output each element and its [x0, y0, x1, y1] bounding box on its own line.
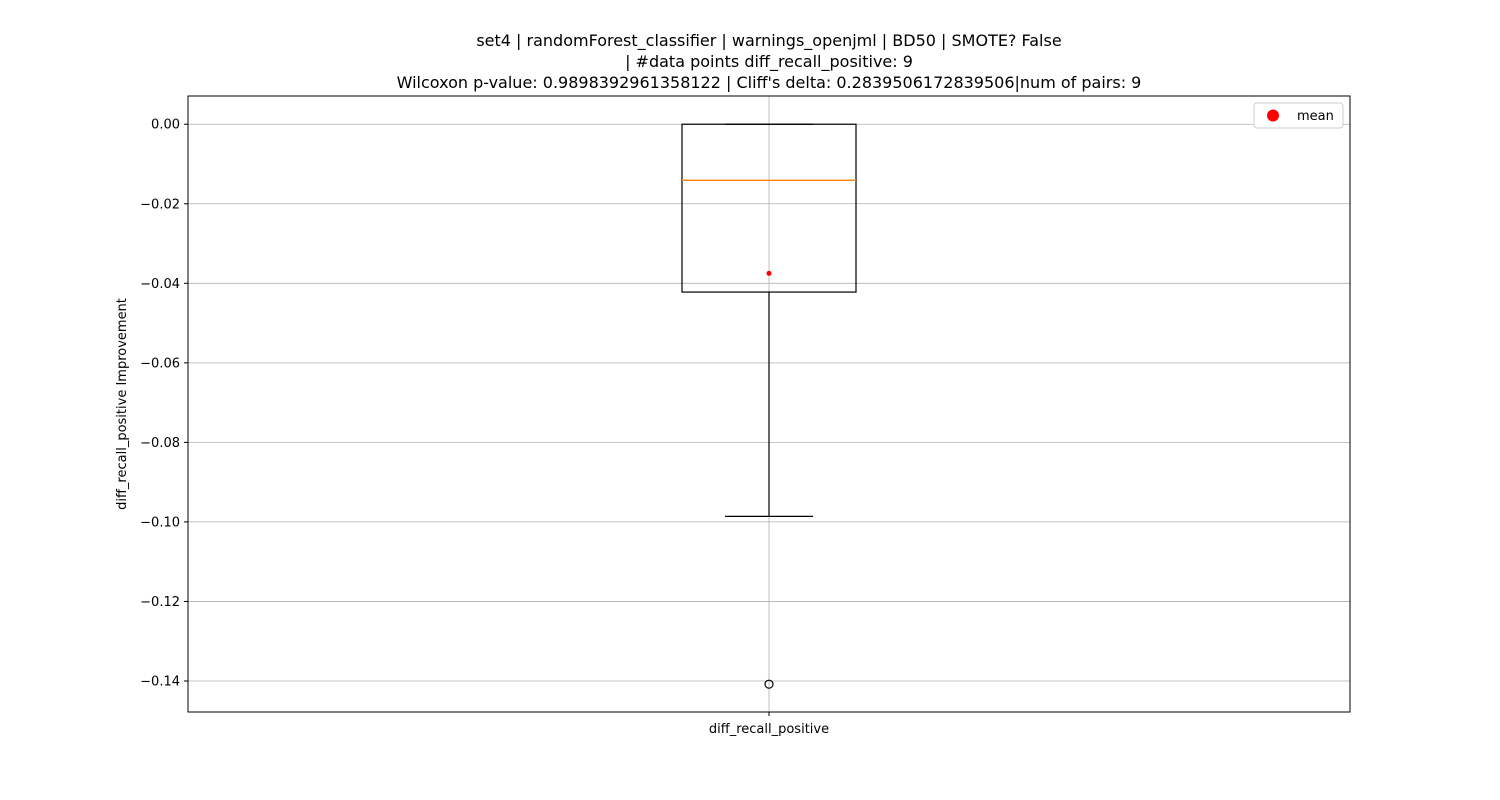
- y-tick-label-0: 0.00: [151, 118, 180, 133]
- y-tick-label-1: −0.02: [140, 197, 180, 212]
- title-line-3: Wilcoxon p-value: 0.9898392961358122 | C…: [397, 73, 1142, 92]
- y-tick-label-2: −0.04: [140, 277, 180, 292]
- title-line-1: set4 | randomForest_classifier | warning…: [476, 31, 1061, 51]
- y-tick-label-5: −0.10: [140, 515, 180, 530]
- legend-mean-label: mean: [1297, 109, 1334, 124]
- mean-point: [766, 270, 772, 276]
- y-axis-label: diff_recall_positive Improvement: [115, 298, 130, 510]
- chart-title: set4 | randomForest_classifier | warning…: [397, 31, 1142, 92]
- box-iqr: [681, 123, 857, 293]
- legend: mean: [1253, 102, 1344, 129]
- y-tick-label-7: −0.14: [140, 674, 180, 689]
- x-tick-label-0: diff_recall_positive: [709, 722, 829, 737]
- y-tick-label-4: −0.08: [140, 436, 180, 451]
- axes: 0.00 −0.02 −0.04 −0.06 −0.08 −0.10 −0.12 −0.14 d…: [140, 95, 1351, 737]
- legend-frame: [1253, 102, 1344, 129]
- y-tick-label-3: −0.06: [140, 356, 180, 371]
- boxplot: [681, 123, 857, 689]
- y-tick-label-6: −0.12: [140, 595, 180, 610]
- outlier-point-0: [764, 679, 774, 689]
- legend-mean-marker: [1267, 109, 1279, 122]
- title-line-2: | #data points diff_recall_positive: 9: [625, 52, 913, 72]
